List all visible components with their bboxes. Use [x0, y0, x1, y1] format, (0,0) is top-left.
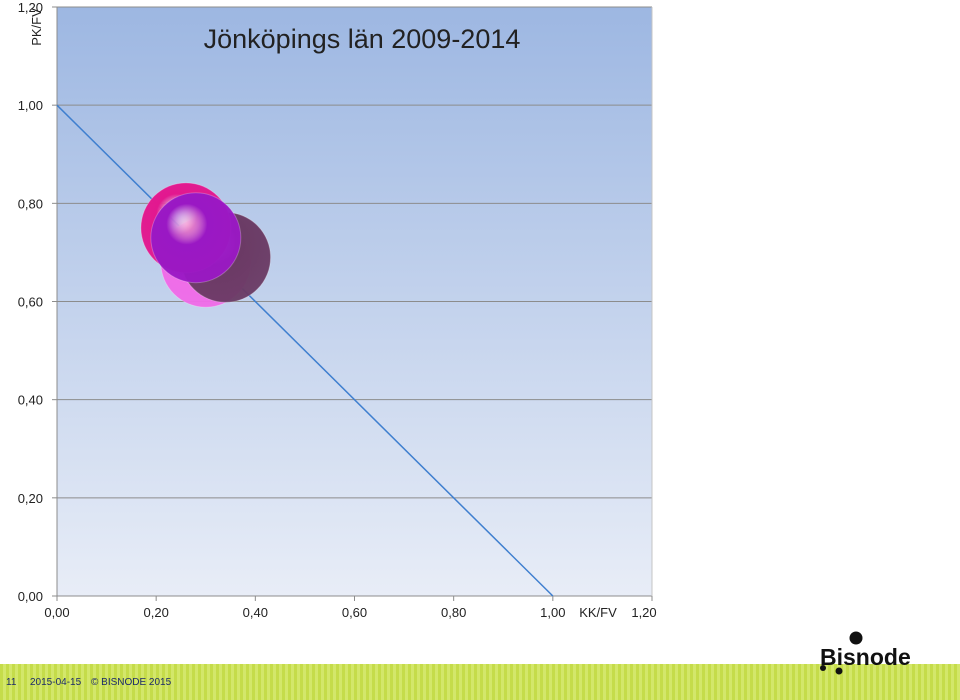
x-tick-labels: 0,00 0,20 0,40 0,60 0,80 1,00 1,20 — [44, 605, 656, 620]
bisnode-logo: Bisnode — [820, 631, 911, 675]
y-tick-label: 0,60 — [18, 295, 43, 310]
bubbles — [140, 182, 272, 308]
footer-copyright: © BISNODE 2015 — [91, 677, 172, 688]
y-tick-label: 0,40 — [18, 393, 43, 408]
x-tick-label: 1,00 — [540, 605, 565, 620]
footer-date: 2015-04-15 — [30, 677, 82, 688]
x-tick-label: 0,20 — [144, 605, 169, 620]
y-tick-label: 0,80 — [18, 196, 43, 211]
x-tick-label: 0,60 — [342, 605, 367, 620]
footer-band — [0, 664, 960, 700]
y-tick-label: 1,20 — [18, 0, 43, 15]
reference-line-group — [56, 104, 554, 597]
logo-dot-tiny — [820, 665, 826, 671]
y-tick-labels: 0,00 0,20 0,40 0,60 0,80 1,00 1,20 — [18, 0, 43, 604]
reference-line — [56, 104, 554, 597]
y-tick-label: 1,00 — [18, 98, 43, 113]
x-tick-label: 1,20 — [631, 605, 656, 620]
y-tick-label: 0,20 — [18, 491, 43, 506]
x-tick-label: 0,80 — [441, 605, 466, 620]
chart-title: Jönköpings län 2009-2014 — [204, 24, 521, 54]
page-number: 11 — [6, 677, 17, 688]
y-axis-title: PK/FV — [29, 8, 44, 46]
x-axis-title: KK/FV — [579, 605, 617, 620]
logo-text: Bisnode — [820, 644, 911, 670]
logo-dot-small — [835, 667, 843, 675]
x-tick-label: 0,00 — [44, 605, 69, 620]
x-tick-label: 0,40 — [243, 605, 268, 620]
logo-dot-large — [849, 631, 863, 645]
y-tick-label: 0,00 — [18, 589, 43, 604]
bubble — [150, 192, 242, 284]
